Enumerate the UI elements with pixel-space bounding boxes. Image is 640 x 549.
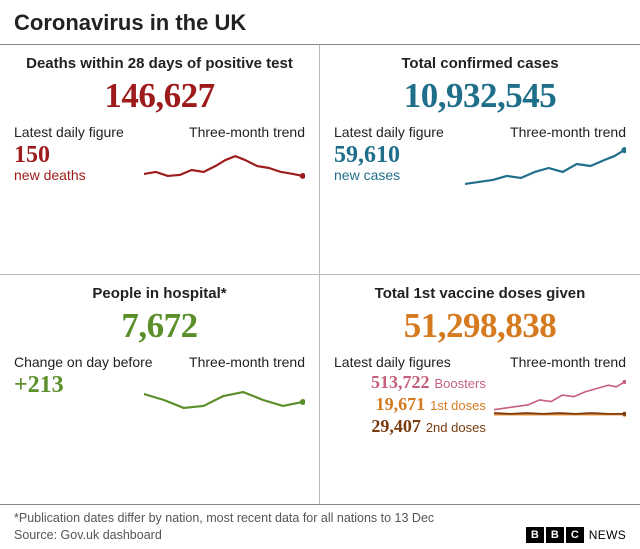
vaccine-row-0: 513,722 Boosters (334, 372, 486, 393)
vaccine-row-value: 29,407 (371, 416, 421, 437)
stats-grid: Deaths within 28 days of positive test 1… (0, 45, 640, 504)
cases-daily-figure: 59,610 (334, 142, 457, 169)
bbc-news-logo: B B C NEWS (526, 527, 626, 543)
cases-bottom: 59,610 new cases (334, 142, 626, 266)
vaccine-row-value: 19,671 (376, 394, 426, 415)
cases-daily-sublabel: new cases (334, 167, 457, 183)
deaths-trend-label: Three-month trend (189, 124, 305, 140)
panel-cases: Total confirmed cases 10,932,545 Latest … (320, 45, 640, 275)
hospital-daily-label: Change on day before (14, 354, 153, 370)
vaccines-sparkline (494, 372, 626, 427)
footer: *Publication dates differ by nation, mos… (0, 504, 640, 549)
vaccine-row-label: 1st doses (430, 398, 486, 413)
hospital-sparkline (144, 372, 305, 427)
hospital-daily-figure: +213 (14, 372, 136, 399)
panel-deaths-title: Deaths within 28 days of positive test (14, 55, 305, 72)
hospital-trend-label: Three-month trend (189, 354, 305, 370)
deaths-bottom: 150 new deaths (14, 142, 305, 266)
vaccines-bottom: 513,722 Boosters 19,671 1st doses 29,407 2nd … (334, 372, 626, 497)
vaccines-subrow: Latest daily figures Three-month trend (334, 354, 626, 370)
vaccine-row-label: Boosters (435, 376, 486, 391)
vaccine-row-1: 19,671 1st doses (334, 394, 486, 415)
deaths-subrow: Latest daily figure Three-month trend (14, 124, 305, 140)
bbc-letter-b2: B (546, 527, 564, 543)
panel-hospital-title: People in hospital* (14, 285, 305, 302)
panel-cases-title: Total confirmed cases (334, 55, 626, 72)
bbc-letter-b1: B (526, 527, 544, 543)
bbc-letter-c: C (566, 527, 584, 543)
vaccine-row-value: 513,722 (371, 372, 430, 393)
vaccine-row-2: 29,407 2nd doses (334, 416, 486, 437)
cases-big-number: 10,932,545 (334, 76, 626, 116)
panel-vaccines-title: Total 1st vaccine doses given (334, 285, 626, 302)
panel-hospital: People in hospital* 7,672 Change on day … (0, 275, 320, 505)
cases-daily-label: Latest daily figure (334, 124, 444, 140)
panel-vaccines: Total 1st vaccine doses given 51,298,838… (320, 275, 640, 505)
bbc-news-text: NEWS (589, 528, 626, 542)
panel-deaths: Deaths within 28 days of positive test 1… (0, 45, 320, 275)
deaths-big-number: 146,627 (14, 76, 305, 116)
cases-sparkline (465, 142, 626, 197)
footnote-text: *Publication dates differ by nation, mos… (14, 511, 626, 525)
cases-subrow: Latest daily figure Three-month trend (334, 124, 626, 140)
cases-trend-label: Three-month trend (510, 124, 626, 140)
deaths-daily-figure: 150 (14, 142, 136, 169)
vaccines-trend-label: Three-month trend (510, 354, 626, 370)
vaccine-row-label: 2nd doses (426, 420, 486, 435)
vaccine-rows: 513,722 Boosters 19,671 1st doses 29,407 2nd … (334, 372, 486, 437)
vaccines-big-number: 51,298,838 (334, 306, 626, 346)
hospital-big-number: 7,672 (14, 306, 305, 346)
deaths-daily-label: Latest daily figure (14, 124, 124, 140)
deaths-daily-sublabel: new deaths (14, 167, 136, 183)
vaccines-daily-label: Latest daily figures (334, 354, 451, 370)
source-text: Source: Gov.uk dashboard (14, 528, 162, 542)
main-title: Coronavirus in the UK (0, 0, 640, 45)
deaths-sparkline (144, 142, 305, 197)
hospital-bottom: +213 (14, 372, 305, 497)
hospital-subrow: Change on day before Three-month trend (14, 354, 305, 370)
